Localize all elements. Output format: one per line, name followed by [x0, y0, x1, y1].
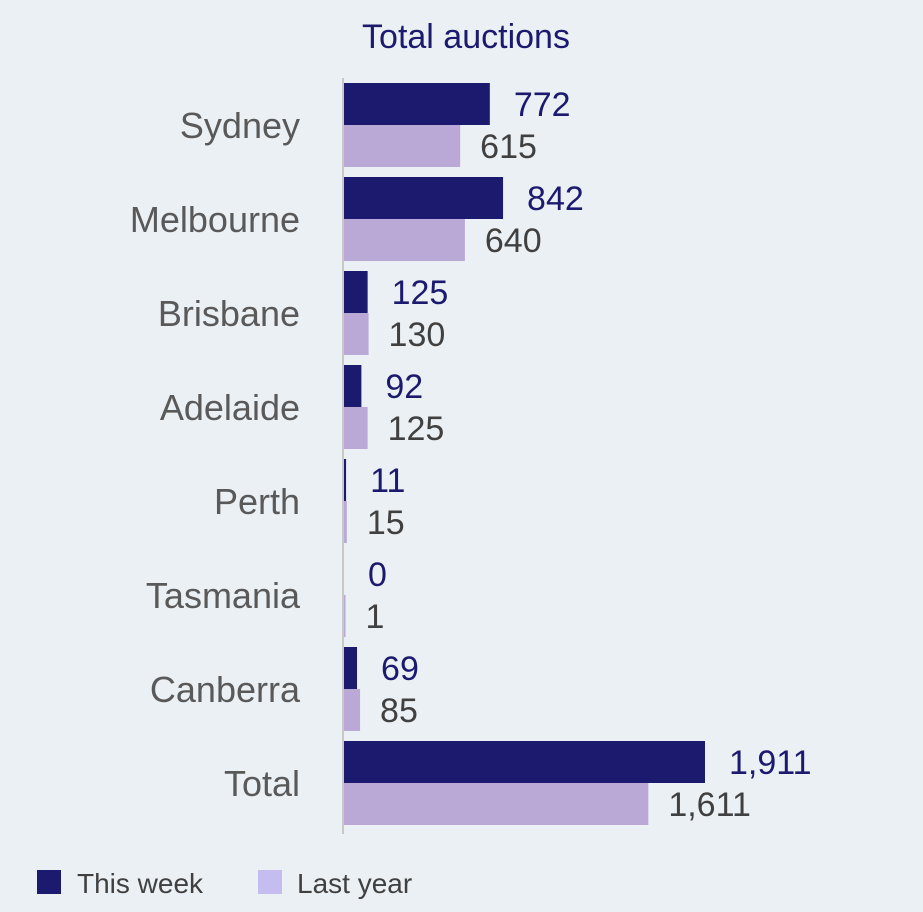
category-label-melbourne: Melbourne [130, 199, 300, 240]
category-label-sydney: Sydney [180, 105, 300, 146]
bar-last-year-melbourne [344, 219, 465, 261]
data-label-this-week-sydney: 772 [514, 86, 571, 124]
bar-this-week-total [344, 741, 705, 783]
category-label-total: Total [224, 763, 300, 804]
bar-this-week-brisbane [344, 271, 368, 313]
data-label-last-year-canberra: 85 [380, 692, 418, 730]
legend-label-this-week: This week [77, 868, 204, 899]
data-label-this-week-adelaide: 92 [385, 368, 423, 406]
bar-this-week-melbourne [344, 177, 504, 219]
bar-this-week-adelaide [344, 365, 362, 407]
legend-swatch-this-week [37, 870, 61, 894]
bar-this-week-perth [344, 459, 347, 501]
category-label-brisbane: Brisbane [158, 293, 300, 334]
data-label-last-year-perth: 15 [367, 504, 405, 542]
data-label-last-year-melbourne: 640 [485, 222, 542, 260]
bar-last-year-total [344, 783, 649, 825]
legend: This week Last year [37, 868, 412, 899]
legend-label-last-year: Last year [297, 868, 412, 899]
bar-last-year-perth [344, 501, 347, 543]
data-label-last-year-tasmania: 1 [366, 598, 385, 636]
data-label-this-week-melbourne: 842 [527, 180, 584, 218]
category-label-tasmania: Tasmania [146, 575, 301, 616]
labels-layer: Sydney 772 615 Melbourne 842 640 Brisbane 125 13… [130, 86, 812, 824]
data-label-last-year-total: 1,611 [668, 786, 751, 824]
chart-title: Total auctions [362, 18, 570, 56]
data-label-this-week-brisbane: 125 [392, 274, 449, 312]
bar-last-year-adelaide [344, 407, 368, 449]
data-label-last-year-sydney: 615 [480, 128, 537, 166]
bars-layer [342, 78, 705, 834]
bar-this-week-canberra [344, 647, 358, 689]
bar-last-year-sydney [344, 125, 461, 167]
bar-this-week-sydney [344, 83, 490, 125]
category-label-adelaide: Adelaide [160, 387, 300, 428]
bar-last-year-canberra [344, 689, 361, 731]
data-label-last-year-adelaide: 125 [388, 410, 445, 448]
category-label-perth: Perth [214, 481, 300, 522]
data-label-last-year-brisbane: 130 [389, 316, 446, 354]
data-label-this-week-tasmania: 0 [368, 556, 387, 594]
bar-last-year-brisbane [344, 313, 369, 355]
bar-last-year-tasmania [344, 595, 346, 637]
data-label-this-week-perth: 11 [370, 462, 405, 500]
data-label-this-week-total: 1,911 [729, 744, 812, 782]
data-label-this-week-canberra: 69 [381, 650, 419, 688]
legend-swatch-last-year [258, 870, 282, 894]
category-label-canberra: Canberra [150, 669, 301, 710]
